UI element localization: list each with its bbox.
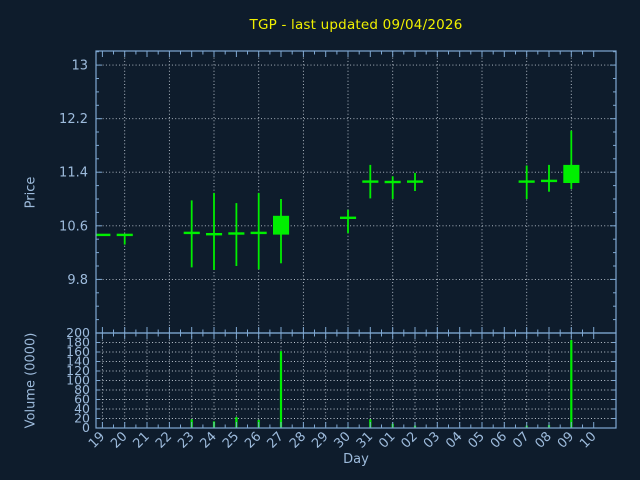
svg-text:11.4: 11.4 — [59, 166, 88, 181]
svg-text:23: 23 — [175, 429, 197, 451]
axis-ticks — [96, 51, 616, 429]
svg-text:02: 02 — [399, 429, 421, 451]
svg-text:25: 25 — [220, 429, 242, 451]
svg-text:20: 20 — [108, 429, 130, 451]
chart-title: TGP - last updated 09/04/2026 — [249, 17, 463, 33]
svg-text:27: 27 — [265, 429, 287, 451]
svg-text:30: 30 — [332, 429, 354, 451]
svg-text:31: 31 — [354, 429, 376, 451]
svg-text:12.2: 12.2 — [59, 112, 88, 127]
svg-text:07: 07 — [510, 429, 532, 451]
svg-text:13: 13 — [71, 59, 88, 74]
day-axis-label: Day — [343, 452, 369, 467]
svg-text:03: 03 — [421, 429, 443, 451]
svg-text:100: 100 — [66, 373, 90, 388]
svg-text:200: 200 — [66, 325, 90, 340]
price-gridlines — [96, 51, 616, 333]
day-tick-labels: 19 20 21 22 23 24 25 26 27 28 29 30 31 01 02 03 04 05 06 07… — [86, 429, 600, 451]
svg-text:20: 20 — [74, 411, 90, 426]
volume-gridlines — [96, 333, 616, 428]
svg-text:0: 0 — [82, 420, 90, 435]
volume-bars — [190, 340, 573, 428]
svg-text:06: 06 — [488, 429, 510, 451]
svg-text:80: 80 — [74, 382, 90, 397]
svg-text:140: 140 — [66, 354, 90, 369]
svg-text:9.8: 9.8 — [67, 273, 88, 288]
svg-text:21: 21 — [131, 429, 153, 451]
svg-text:26: 26 — [242, 429, 264, 451]
svg-text:22: 22 — [153, 429, 175, 451]
svg-text:24: 24 — [198, 429, 220, 451]
svg-text:40: 40 — [74, 401, 90, 416]
price-tick-labels: 9.8 10.6 11.4 12.2 13 — [59, 59, 88, 288]
svg-text:01: 01 — [376, 429, 398, 451]
svg-text:60: 60 — [74, 392, 90, 407]
svg-text:08: 08 — [533, 429, 555, 451]
svg-text:10: 10 — [577, 429, 599, 451]
svg-text:09: 09 — [555, 429, 577, 451]
svg-text:29: 29 — [309, 429, 331, 451]
svg-text:05: 05 — [466, 429, 488, 451]
svg-text:28: 28 — [287, 429, 309, 451]
svg-text:120: 120 — [66, 363, 90, 378]
plot-borders — [95, 50, 617, 429]
candles — [96, 130, 580, 270]
svg-text:180: 180 — [66, 335, 90, 350]
svg-text:160: 160 — [66, 344, 90, 359]
svg-text:10.6: 10.6 — [59, 219, 88, 234]
svg-text:04: 04 — [443, 429, 465, 451]
